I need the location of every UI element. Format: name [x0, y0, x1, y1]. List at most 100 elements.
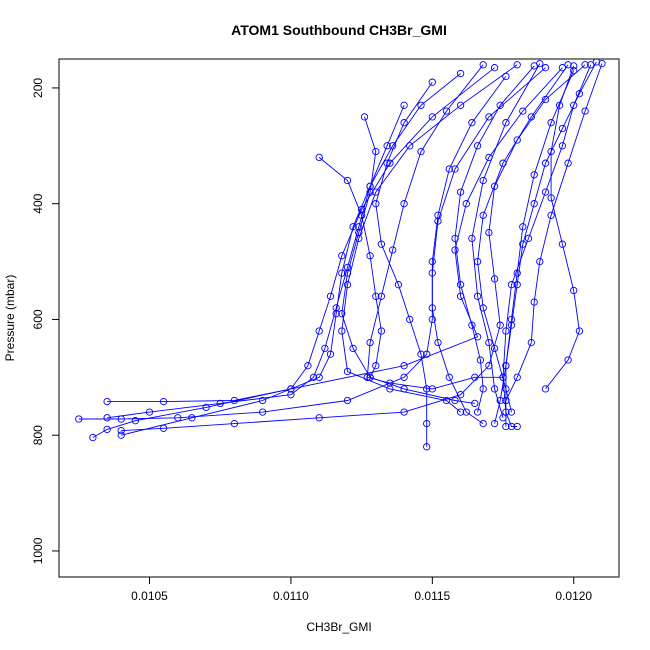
profile-line-1 — [366, 64, 503, 390]
data-point-4-1 — [541, 95, 550, 104]
plot-area — [75, 59, 606, 451]
data-point-19-10 — [145, 408, 154, 416]
profile-series-19 — [103, 101, 408, 422]
profile-line-15 — [121, 73, 461, 436]
profile-line-10 — [505, 63, 603, 401]
data-point-17-7 — [499, 414, 507, 422]
data-point-1-2 — [417, 147, 425, 156]
data-point-10-4 — [536, 257, 544, 266]
data-point-16-3 — [547, 194, 555, 202]
data-point-0-6 — [502, 327, 510, 335]
data-point-4-5 — [490, 275, 499, 283]
data-point-12-2 — [383, 159, 391, 167]
data-point-19-0 — [400, 101, 408, 109]
data-point-17-6 — [490, 385, 499, 393]
data-point-19-6 — [321, 344, 329, 353]
data-point-12-5 — [394, 281, 403, 289]
profile-line-19 — [107, 105, 405, 419]
data-point-0-2 — [558, 142, 567, 150]
data-point-12-0 — [428, 78, 436, 86]
profile-line-2 — [477, 64, 569, 413]
data-point-1-4 — [389, 246, 397, 254]
data-point-18-2 — [445, 165, 453, 173]
data-point-9-6 — [349, 344, 357, 353]
profile-line-11 — [454, 65, 535, 413]
data-point-11-6 — [468, 321, 476, 329]
data-point-7-5 — [326, 292, 335, 300]
data-point-16-7 — [564, 356, 572, 364]
profile-line-14 — [505, 61, 597, 427]
data-point-0-5 — [507, 281, 516, 289]
data-point-5-6 — [338, 327, 346, 335]
data-point-17-2 — [479, 176, 487, 185]
data-point-15-1 — [417, 101, 425, 109]
profile-line-9 — [341, 116, 475, 404]
data-point-6-4 — [513, 269, 521, 277]
data-point-3-5 — [428, 315, 436, 324]
data-point-15-2 — [389, 142, 397, 150]
data-point-10-3 — [547, 211, 555, 219]
profile-line-12 — [375, 81, 433, 447]
data-point-3-12 — [75, 415, 83, 423]
x-axis-label: CH3Br_GMI — [306, 620, 371, 634]
data-point-15-10 — [188, 414, 196, 422]
profile-line-6 — [494, 70, 575, 424]
data-point-5-8 — [386, 385, 394, 393]
data-point-9-5 — [338, 310, 346, 318]
data-point-10-1 — [581, 107, 589, 115]
profile-series-12 — [372, 78, 436, 451]
data-point-3-8 — [343, 396, 352, 405]
profile-series-15 — [117, 69, 465, 439]
data-point-16-2 — [547, 147, 555, 156]
profile-line-0 — [502, 64, 592, 427]
data-point-11-3 — [456, 188, 465, 196]
data-point-1-3 — [400, 200, 408, 208]
data-point-7-6 — [315, 327, 323, 335]
data-point-9-10 — [471, 399, 479, 408]
data-point-8-6 — [372, 362, 380, 370]
data-point-13-1 — [519, 107, 527, 115]
data-point-17-3 — [468, 234, 476, 243]
data-point-17-0 — [536, 59, 544, 68]
data-point-10-6 — [527, 338, 535, 347]
data-point-0-4 — [524, 234, 533, 243]
data-point-13-8 — [287, 385, 295, 393]
profile-series-16 — [541, 62, 584, 393]
data-point-11-8 — [479, 385, 487, 393]
data-point-4-4 — [485, 228, 493, 237]
data-point-6-0 — [570, 66, 578, 75]
data-point-6-2 — [530, 171, 538, 179]
data-point-13-7 — [400, 362, 408, 370]
data-point-5-5 — [343, 281, 352, 289]
data-point-14-2 — [558, 124, 567, 133]
profile-series-2 — [473, 61, 572, 416]
profile-line-16 — [545, 65, 580, 390]
data-point-13-4 — [451, 246, 459, 254]
data-point-16-1 — [555, 101, 564, 109]
data-point-14-6 — [513, 281, 521, 289]
data-point-18-5 — [428, 304, 436, 312]
data-point-9-1 — [372, 147, 380, 156]
profile-series-13 — [89, 64, 567, 442]
data-point-16-5 — [570, 286, 578, 295]
data-point-6-8 — [490, 419, 499, 428]
data-point-7-4 — [338, 252, 346, 260]
data-point-14-0 — [592, 59, 601, 66]
x-tick-label-2: 0.0115 — [414, 589, 450, 603]
data-point-14-8 — [502, 362, 510, 370]
data-point-5-2 — [406, 142, 414, 150]
data-point-17-4 — [473, 292, 482, 300]
data-point-5-9 — [442, 396, 451, 405]
data-point-4-6 — [496, 321, 504, 329]
chart-title: ATOM1 Southbound CH3Br_GMI — [231, 22, 447, 38]
data-point-11-9 — [473, 408, 482, 416]
data-point-9-3 — [355, 228, 363, 237]
data-point-1-6 — [366, 338, 374, 347]
data-point-11-2 — [473, 142, 482, 150]
data-point-4-11 — [230, 419, 239, 428]
data-point-17-1 — [502, 119, 510, 127]
data-point-4-9 — [400, 408, 408, 416]
data-point-6-1 — [547, 119, 555, 127]
data-point-9-4 — [343, 269, 352, 277]
